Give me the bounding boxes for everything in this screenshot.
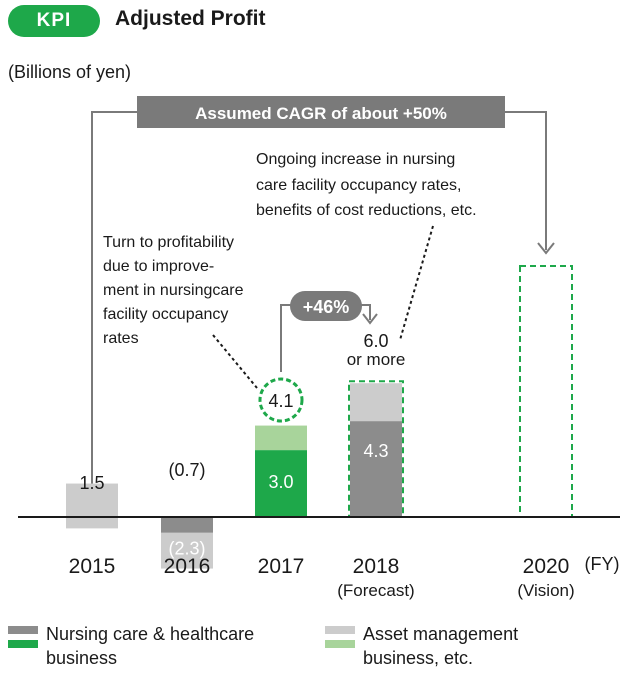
legend-swatch-nursing-green xyxy=(8,640,38,648)
annotation-turn: Turn to profitability due to improve- me… xyxy=(103,234,248,347)
cagr-arrowhead xyxy=(537,242,555,255)
kpi-badge: KPI xyxy=(8,5,100,37)
x-unit-label: (FY) xyxy=(585,554,620,574)
legend-label-nursing-2: business xyxy=(46,648,118,668)
total-label-2015: 1.5 xyxy=(79,473,104,493)
cagr-bracket-right xyxy=(505,111,547,250)
bars-group xyxy=(66,265,573,569)
cagr-banner xyxy=(137,96,505,128)
bar-vision-2020 xyxy=(519,265,573,518)
x-tick-2016: 2016 xyxy=(164,555,211,578)
bar-asset-2015 xyxy=(66,483,118,529)
bar-asset-2017 xyxy=(255,425,307,451)
annotation-turn-line-3: ment in nursingcare xyxy=(103,282,244,299)
x-tick-2017: 2017 xyxy=(258,555,305,578)
bar-asset-2016 xyxy=(161,532,213,569)
legend-swatch-asset-gray xyxy=(325,626,355,634)
x-tick-2018: 2018 xyxy=(353,555,400,578)
annotation-turn-leader xyxy=(212,334,258,389)
legend-label-asset-1: Asset management xyxy=(363,624,519,644)
growth-label: +46% xyxy=(303,297,350,317)
total-label-2018-line-1: 6.0 xyxy=(363,331,388,351)
cagr-label: Assumed CAGR of about +50% xyxy=(195,104,447,123)
segment-label-2017: 3.0 xyxy=(268,472,293,492)
cagr-bracket xyxy=(91,111,137,515)
annotation-ongoing: Ongoing increase in nursing care facilit… xyxy=(256,151,477,219)
segment-label-2016: (2.3) xyxy=(168,538,205,558)
legend-label-asset-2: business, etc. xyxy=(363,648,474,668)
x-tick-2015: 2015 xyxy=(69,555,116,578)
bar-asset-2018 xyxy=(350,383,402,422)
bar-nursing-2017 xyxy=(255,450,307,517)
labels-group: 2015 (2.3)2016 3.0 2017 4.3 2018 (Forecast) 202… xyxy=(69,331,620,600)
x-note-2020: (Vision) xyxy=(517,581,574,600)
legend-item-asset: Asset management business, etc. xyxy=(325,622,613,670)
x-tick-2020: 2020 xyxy=(523,555,570,578)
unit-label: (Billions of yen) xyxy=(8,62,132,82)
annotation-ongoing-leader xyxy=(399,225,434,341)
annotation-ongoing-line-1: Ongoing increase in nursing xyxy=(256,151,455,168)
annotation-turn-line-5: rates xyxy=(103,330,139,347)
segment-label-2018: 4.3 xyxy=(363,441,388,461)
legend-label-nursing-1: Nursing care & healthcare xyxy=(46,624,255,644)
total-circle-2017 xyxy=(258,377,304,423)
legend-swatch-nursing-gray xyxy=(8,626,38,634)
growth-pill xyxy=(290,291,362,321)
total-label-2018-line-2: or more xyxy=(347,350,406,369)
legend-swatch-asset-green xyxy=(325,640,355,648)
legend-item-nursing: Nursing care & healthcare business xyxy=(8,622,296,670)
x-note-2018: (Forecast) xyxy=(337,581,414,600)
outline-2018 xyxy=(348,380,404,519)
total-label-2017: 4.1 xyxy=(268,391,293,411)
annotation-turn-line-4: facility occupancy xyxy=(103,306,228,323)
annotation-turn-line-1: Turn to profitability xyxy=(103,234,234,251)
total-label-2016: (0.7) xyxy=(168,460,205,480)
chart-title: Adjusted Profit xyxy=(115,7,266,30)
annotation-ongoing-line-3: benefits of cost reductions, etc. xyxy=(256,202,477,219)
bar-nursing-2018 xyxy=(350,421,402,517)
growth-arrowhead xyxy=(362,313,378,325)
annotation-turn-line-2: due to improve- xyxy=(103,258,214,275)
annotation-ongoing-line-2: care facility occupancy rates, xyxy=(256,177,461,194)
